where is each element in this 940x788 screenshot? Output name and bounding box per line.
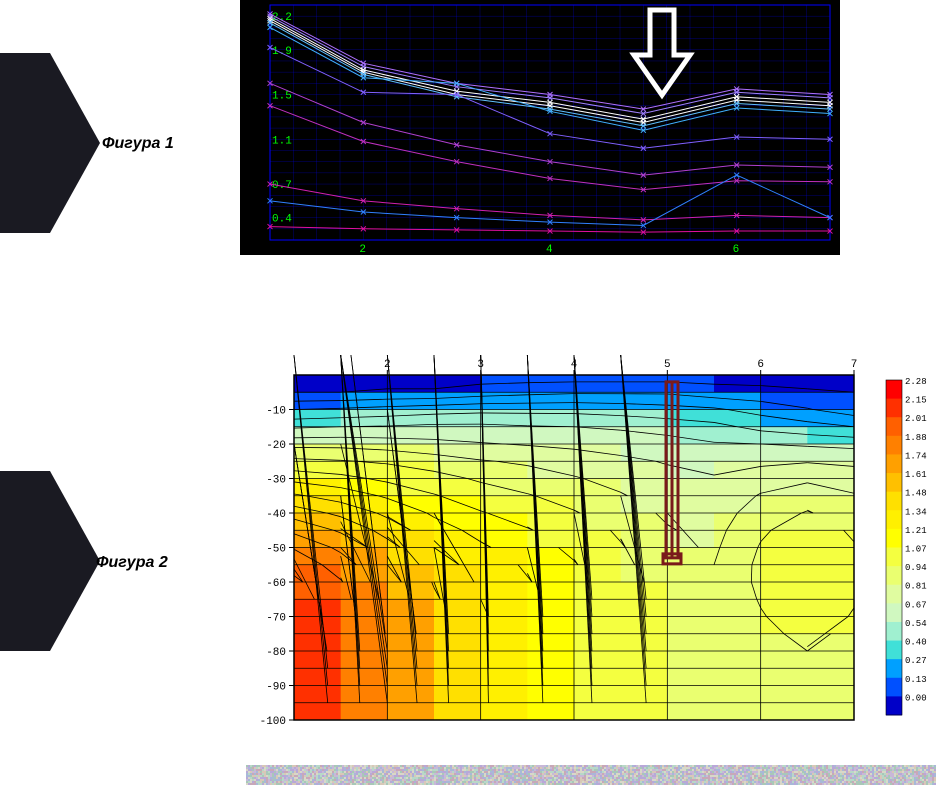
svg-text:1.07: 1.07 — [905, 545, 927, 555]
noise-strip — [246, 765, 936, 785]
svg-text:2: 2 — [384, 359, 391, 371]
figure2-chart: -10 -20 -30 -40 -50 -60 -70 -80 -90 -100 2 3 4 5 6 7 2.2… — [246, 355, 936, 735]
svg-text:1.21: 1.21 — [905, 526, 927, 536]
svg-text:1.34: 1.34 — [905, 507, 927, 517]
figure2-label: Фигура 2 — [96, 554, 168, 572]
svg-text:2.28: 2.28 — [905, 377, 927, 387]
svg-text:6: 6 — [757, 359, 764, 371]
svg-text:-30: -30 — [266, 475, 286, 487]
svg-text:-100: -100 — [260, 716, 286, 728]
svg-text:4: 4 — [571, 359, 578, 371]
svg-text:2.01: 2.01 — [905, 414, 927, 424]
svg-text:3: 3 — [477, 359, 484, 371]
svg-text:-20: -20 — [266, 440, 286, 452]
figure1-label: Фигура 1 — [102, 135, 174, 153]
pentagon-arrow-2 — [0, 471, 50, 651]
svg-text:1.9: 1.9 — [272, 46, 292, 58]
svg-text:1.5: 1.5 — [272, 91, 292, 103]
svg-text:2.15: 2.15 — [905, 396, 927, 406]
svg-text:0.00: 0.00 — [905, 693, 927, 703]
svg-text:-80: -80 — [266, 647, 286, 659]
svg-text:-40: -40 — [266, 509, 286, 521]
svg-text:0.54: 0.54 — [905, 619, 927, 629]
svg-text:0.13: 0.13 — [905, 675, 927, 685]
svg-text:7: 7 — [851, 359, 858, 371]
svg-text:0.67: 0.67 — [905, 600, 927, 610]
svg-text:0.4: 0.4 — [272, 214, 292, 226]
svg-text:-10: -10 — [266, 406, 286, 418]
svg-text:6: 6 — [733, 244, 740, 255]
svg-text:1.88: 1.88 — [905, 433, 927, 443]
svg-text:0.94: 0.94 — [905, 563, 927, 573]
svg-text:5: 5 — [664, 359, 671, 371]
svg-text:0.81: 0.81 — [905, 582, 927, 592]
svg-text:1.74: 1.74 — [905, 451, 927, 461]
figure1-chart: 0.40.71.11.51.92.2246 — [240, 0, 840, 255]
svg-text:1.48: 1.48 — [905, 489, 927, 499]
svg-text:4: 4 — [546, 244, 553, 255]
svg-text:0.27: 0.27 — [905, 656, 927, 666]
svg-text:1.61: 1.61 — [905, 470, 927, 480]
svg-text:-60: -60 — [266, 578, 286, 590]
svg-text:0.40: 0.40 — [905, 638, 927, 648]
svg-text:-70: -70 — [266, 613, 286, 625]
svg-text:1.1: 1.1 — [272, 135, 292, 147]
pentagon-arrow-1 — [0, 53, 50, 233]
svg-text:-50: -50 — [266, 544, 286, 556]
svg-text:-90: -90 — [266, 682, 286, 694]
svg-text:2: 2 — [359, 244, 366, 255]
